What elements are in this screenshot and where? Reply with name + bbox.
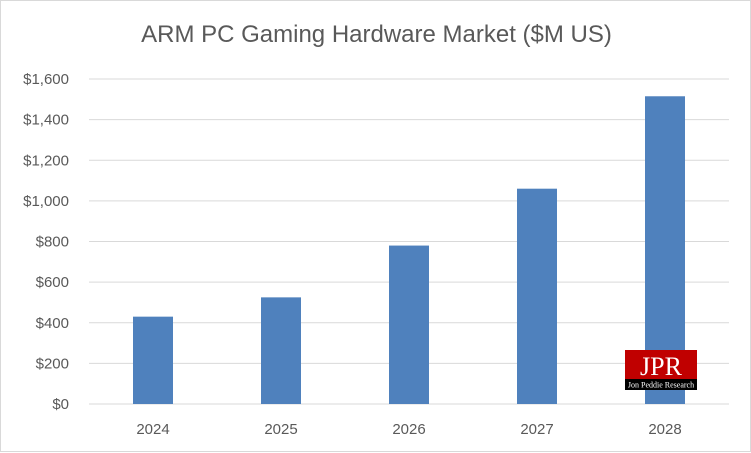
logo-band xyxy=(625,379,697,390)
bar-2026 xyxy=(389,245,429,404)
y-tick-label: $1,600 xyxy=(23,71,69,88)
x-tick-label: 2025 xyxy=(264,421,297,438)
x-tick-label: 2027 xyxy=(520,421,553,438)
y-tick-label: $1,000 xyxy=(23,193,69,210)
y-tick-label: $600 xyxy=(36,274,69,291)
jpr-logo: JPR Jon Peddie Research xyxy=(625,350,697,390)
y-tick-label: $0 xyxy=(52,396,69,413)
x-tick-label: 2024 xyxy=(136,421,169,438)
y-tick-label: $1,200 xyxy=(23,152,69,169)
y-tick-labels: $0 $200 $400 $600 $800 $1,000 $1,200 $1,400 $1,6… xyxy=(23,71,69,413)
x-tick-labels: 2024 2025 2026 2027 2028 xyxy=(136,421,681,438)
logo-subtext: Jon Peddie Research xyxy=(628,381,694,390)
chart-title: ARM PC Gaming Hardware Market ($M US) xyxy=(141,21,612,48)
y-tick-label: $1,400 xyxy=(23,112,69,129)
x-tick-label: 2026 xyxy=(392,421,425,438)
x-tick-label: 2028 xyxy=(648,421,681,438)
y-tick-label: $800 xyxy=(36,234,69,251)
logo-text: JPR xyxy=(640,352,683,381)
bar-2027 xyxy=(517,188,557,404)
bars xyxy=(133,96,685,404)
bar-2024 xyxy=(133,316,173,404)
bar-2025 xyxy=(261,297,301,404)
y-tick-label: $400 xyxy=(36,315,69,332)
y-tick-label: $200 xyxy=(36,355,69,372)
